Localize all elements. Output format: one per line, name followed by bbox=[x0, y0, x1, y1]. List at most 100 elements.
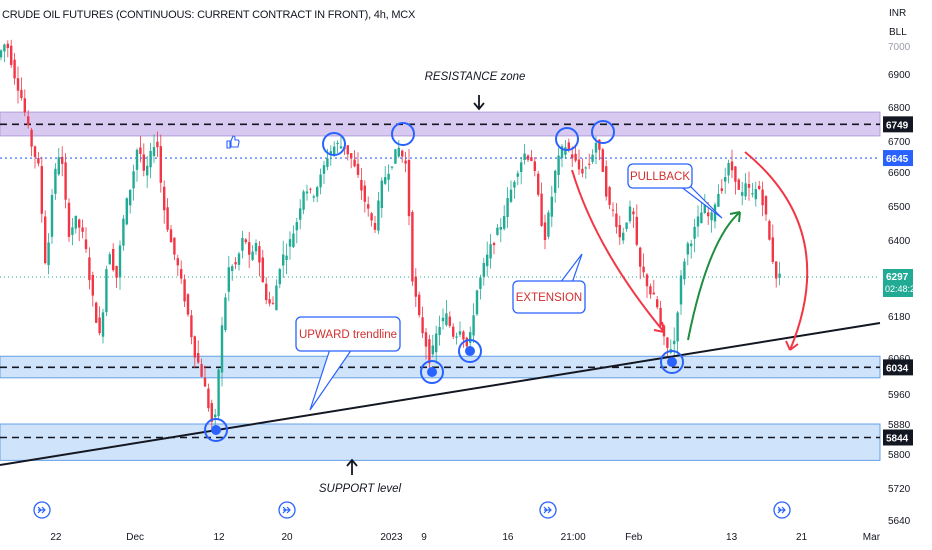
swing-circle-8 bbox=[660, 350, 684, 374]
candle-body bbox=[452, 326, 455, 337]
candle-body bbox=[513, 181, 516, 188]
candle-body bbox=[523, 153, 526, 161]
x-tick-label: 21:00 bbox=[561, 532, 586, 543]
candle-body bbox=[169, 229, 173, 243]
candle-body bbox=[397, 147, 400, 157]
pullback-callout-label: PULLBACK bbox=[630, 171, 690, 183]
candle-body bbox=[659, 307, 662, 326]
pullback-arrowhead bbox=[729, 211, 741, 223]
candle-body bbox=[23, 98, 26, 113]
candle-body bbox=[275, 285, 278, 311]
candle-body bbox=[180, 269, 183, 279]
candle-body bbox=[387, 173, 390, 180]
candle-body bbox=[540, 193, 543, 226]
price-label: 6749 bbox=[886, 120, 909, 131]
x-tick-label: Dec bbox=[126, 532, 144, 543]
candle-body bbox=[217, 369, 220, 417]
candle-body bbox=[333, 146, 336, 155]
candle-body bbox=[601, 149, 604, 172]
candle-body bbox=[234, 262, 237, 265]
candle-body bbox=[81, 227, 84, 232]
y-tick-label: 5880 bbox=[888, 420, 911, 431]
candle-body bbox=[652, 292, 655, 295]
candle-body bbox=[676, 312, 679, 342]
candle-body bbox=[278, 269, 281, 285]
candle-body bbox=[30, 129, 33, 147]
y-tick-label: 5800 bbox=[888, 450, 911, 461]
candle-body bbox=[200, 364, 203, 377]
y-tick-label: 5720 bbox=[888, 484, 911, 495]
candle-body bbox=[557, 155, 560, 175]
candle-body bbox=[57, 157, 60, 175]
candle-body bbox=[492, 243, 496, 246]
thumbs-up-icon bbox=[226, 135, 240, 149]
candle-body bbox=[482, 262, 485, 277]
candle-body bbox=[360, 179, 363, 191]
candle-body bbox=[322, 165, 326, 174]
candle-body bbox=[438, 326, 441, 336]
price-label: 6034 bbox=[886, 363, 909, 374]
candle-body bbox=[734, 166, 737, 182]
candle-body bbox=[302, 191, 305, 210]
candle-body bbox=[486, 254, 489, 267]
candle-body bbox=[761, 189, 764, 206]
candle-body bbox=[506, 198, 509, 218]
candle-body bbox=[645, 274, 649, 287]
forecast-arrow bbox=[744, 151, 809, 351]
candle-body bbox=[101, 312, 105, 337]
candle-body bbox=[380, 180, 383, 209]
x-tick-label: 22 bbox=[50, 532, 62, 543]
candle-body bbox=[326, 158, 329, 168]
support-zone-1 bbox=[0, 355, 881, 379]
candle-body bbox=[686, 243, 689, 255]
candle-body bbox=[214, 414, 217, 418]
y-tick-label: 6400 bbox=[888, 236, 911, 247]
swing-circle-5 bbox=[458, 339, 482, 363]
candle-body bbox=[0, 50, 3, 58]
candle-body bbox=[118, 245, 122, 278]
candle-body bbox=[299, 208, 302, 220]
candle-body bbox=[707, 212, 710, 217]
extension-callout-label: EXTENSION bbox=[516, 292, 582, 304]
event-arrow-icon bbox=[282, 506, 291, 514]
y-tick-label: 7000 bbox=[888, 42, 911, 53]
candle-body bbox=[197, 352, 200, 363]
support-label: SUPPORT level bbox=[319, 483, 402, 495]
candle-body bbox=[356, 163, 360, 175]
candle-body bbox=[241, 237, 244, 251]
candle-body bbox=[3, 44, 6, 52]
candle-body bbox=[282, 254, 285, 266]
price-label: 6645 bbox=[886, 154, 909, 165]
candle-body bbox=[20, 89, 23, 98]
candle-body bbox=[591, 154, 594, 162]
candle-body bbox=[227, 267, 230, 292]
candle-body bbox=[54, 168, 57, 194]
event-arrow-icon bbox=[777, 506, 786, 514]
currency-label: INR bbox=[889, 8, 907, 19]
candle-body bbox=[700, 212, 703, 224]
upward-callout-label: UPWARD trendline bbox=[299, 329, 397, 341]
candle-body bbox=[156, 141, 159, 148]
price-label-bg bbox=[883, 269, 913, 297]
candle-body bbox=[574, 153, 577, 161]
candle-body bbox=[115, 265, 118, 278]
countdown-label: 02:48:22 bbox=[885, 284, 920, 294]
swing-circle-2 bbox=[322, 132, 346, 156]
candle-body bbox=[125, 198, 128, 225]
candle-body bbox=[441, 317, 445, 322]
candle-body bbox=[203, 377, 207, 387]
candle-body bbox=[635, 216, 638, 245]
candle-body bbox=[401, 150, 404, 157]
x-tick-label: 13 bbox=[726, 532, 738, 543]
candle-body bbox=[84, 239, 88, 250]
candle-body bbox=[13, 59, 16, 79]
candle-body bbox=[44, 216, 47, 264]
candle-body bbox=[639, 247, 642, 267]
candle-body bbox=[720, 188, 723, 192]
upward-callout-box bbox=[295, 316, 401, 352]
candle-body bbox=[754, 189, 757, 200]
candle-body bbox=[47, 242, 50, 266]
candle-body bbox=[190, 315, 193, 338]
candle-body bbox=[703, 203, 706, 213]
